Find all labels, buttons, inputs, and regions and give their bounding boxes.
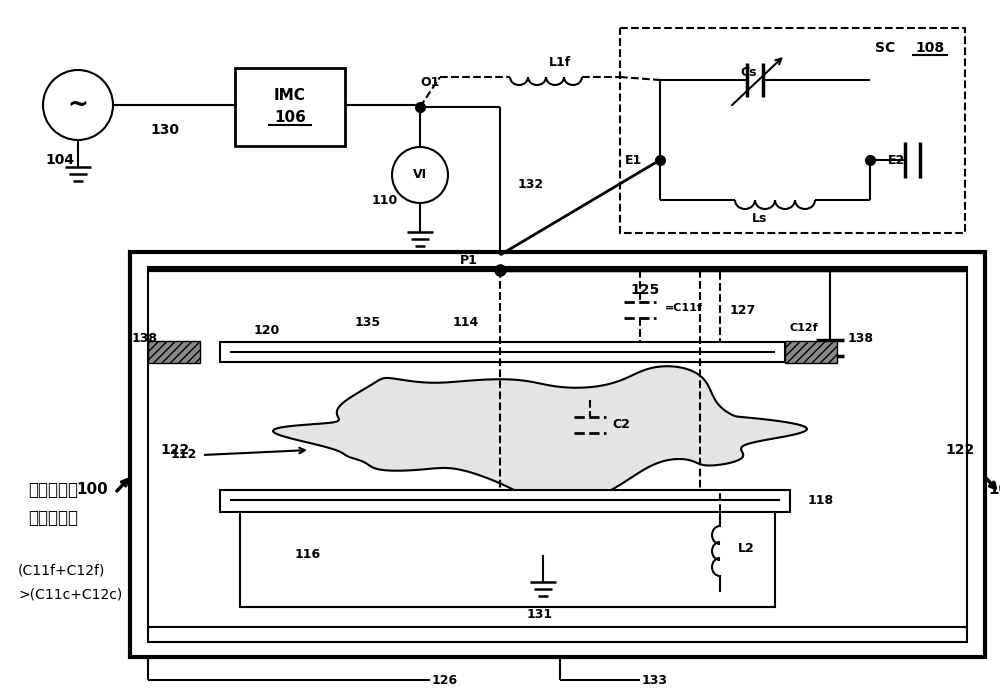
Text: ~: ~: [68, 93, 88, 117]
Bar: [620, 28, 965, 233]
Text: 125: 125: [630, 283, 659, 297]
Text: 110: 110: [372, 193, 398, 206]
Text: 108: 108: [915, 41, 944, 55]
Text: 126: 126: [432, 674, 458, 687]
Text: Cs: Cs: [740, 67, 757, 80]
Text: VI: VI: [413, 169, 427, 182]
Text: E2: E2: [888, 153, 905, 166]
Text: 138: 138: [848, 332, 874, 345]
Text: IMC: IMC: [274, 87, 306, 103]
Text: 116: 116: [295, 548, 321, 561]
Text: C2: C2: [612, 418, 630, 431]
Text: 100: 100: [76, 482, 108, 497]
Text: 135: 135: [355, 316, 381, 328]
Text: 133: 133: [642, 674, 668, 687]
Text: 102: 102: [988, 482, 1000, 497]
Text: =C11f: =C11f: [665, 303, 703, 313]
Bar: [240, 512, 775, 607]
Text: 132: 132: [518, 178, 544, 191]
Circle shape: [43, 70, 113, 140]
Text: SC: SC: [875, 41, 895, 55]
Text: 138: 138: [132, 332, 158, 345]
Text: Ls: Ls: [752, 211, 768, 224]
Text: E1: E1: [625, 153, 642, 166]
Bar: [220, 342, 785, 362]
Text: >(C11c+C12c): >(C11c+C12c): [18, 588, 122, 602]
Text: 127: 127: [730, 303, 756, 316]
Text: L2: L2: [738, 541, 755, 555]
Text: 106: 106: [274, 111, 306, 125]
Text: C12f: C12f: [789, 323, 818, 333]
Bar: [220, 490, 790, 512]
Bar: [235, 68, 345, 146]
Text: 122: 122: [946, 443, 975, 457]
Polygon shape: [273, 366, 807, 507]
Text: 122: 122: [160, 443, 189, 457]
Bar: [130, 252, 985, 657]
Text: P1: P1: [460, 253, 478, 266]
Text: O1: O1: [420, 76, 440, 89]
Text: L1f: L1f: [549, 56, 571, 69]
Text: 130: 130: [150, 123, 180, 137]
Bar: [148, 341, 200, 363]
Circle shape: [392, 147, 448, 203]
Text: 高的，例如: 高的，例如: [28, 509, 78, 527]
Text: 112: 112: [171, 449, 197, 462]
Text: (C11f+C12f): (C11f+C12f): [18, 563, 105, 577]
Text: 120: 120: [254, 323, 280, 336]
Text: 118: 118: [808, 493, 834, 506]
Bar: [148, 267, 967, 642]
Text: 104: 104: [45, 153, 75, 167]
Text: 114: 114: [453, 316, 479, 328]
Bar: [785, 341, 837, 363]
Text: 寄生电容是: 寄生电容是: [28, 481, 78, 499]
Text: 131: 131: [527, 608, 553, 621]
